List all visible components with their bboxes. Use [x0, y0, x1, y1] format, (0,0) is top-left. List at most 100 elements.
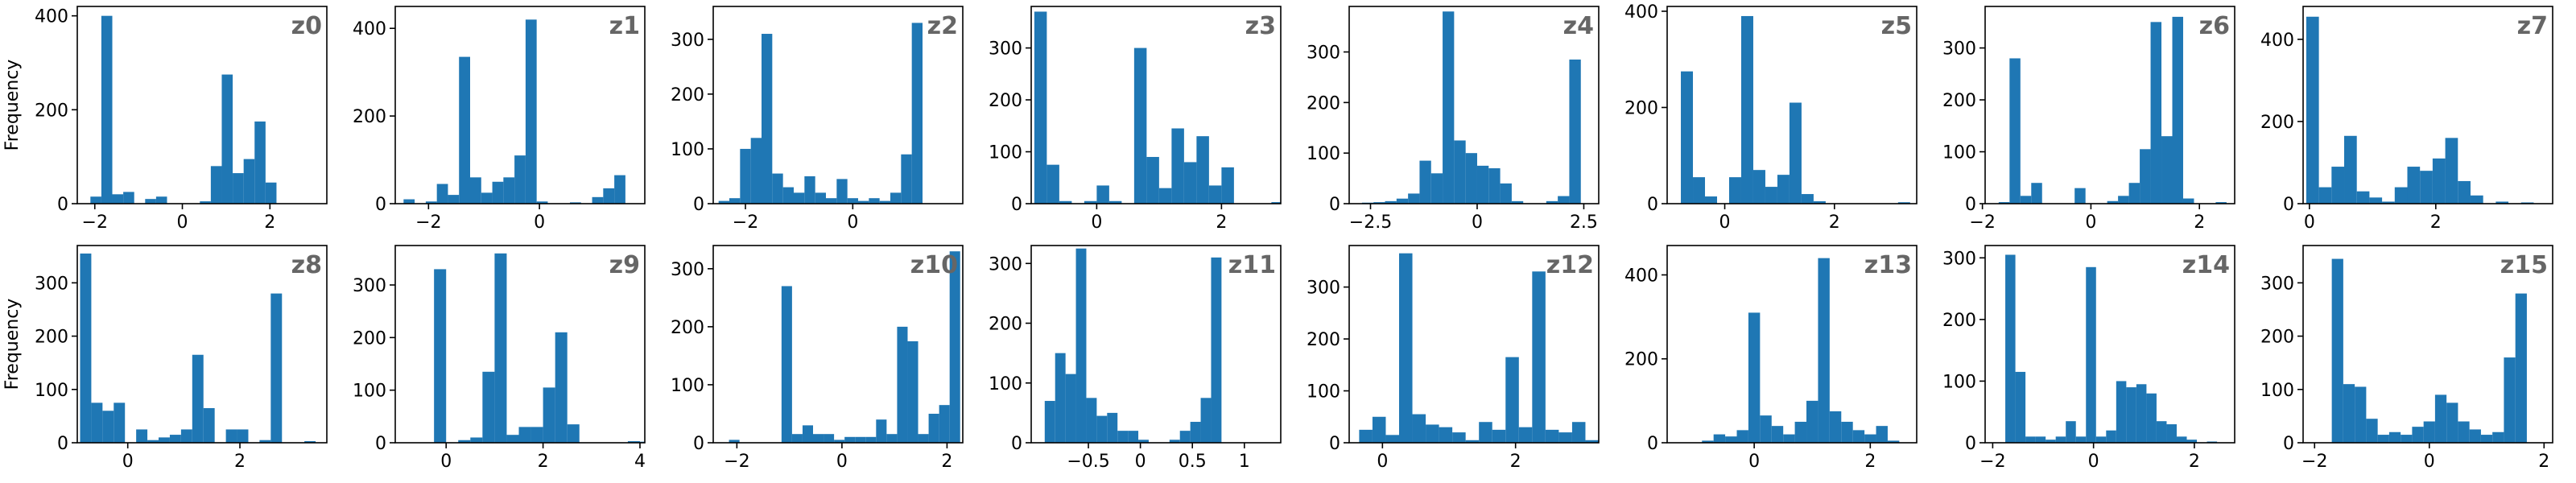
y-tick-label: 100 — [35, 381, 68, 401]
x-tick-label: −2 — [2301, 452, 2327, 472]
histogram-bar — [2025, 436, 2036, 443]
x-tick-label: −2 — [1969, 213, 1995, 233]
x-tick-label: 1 — [1239, 452, 1250, 472]
axes-frame — [76, 6, 328, 204]
histogram-bar — [1408, 193, 1420, 204]
x-tick-label: 2 — [264, 213, 275, 233]
histogram-bar — [1385, 435, 1399, 443]
y-tick-label: 200 — [2260, 328, 2294, 348]
y-tick-label: 0 — [1647, 195, 1658, 215]
histogram-panel-z5: 0 200 400 0 2 z5 — [1624, 2, 1918, 233]
x-tick-label: 2 — [2194, 213, 2205, 233]
y-tick-label: 300 — [35, 274, 68, 294]
axes-frame — [712, 245, 964, 444]
panel-title: z12 — [1546, 251, 1594, 279]
y-tick-label: 200 — [989, 315, 1022, 335]
histogram-bar — [1171, 128, 1184, 204]
histogram-panel-z4: 0 100 200 300 −2.5 0 2.5 z4 — [1307, 6, 1600, 233]
y-tick-label: 0 — [375, 434, 386, 454]
histogram-bar — [2401, 435, 2413, 443]
histogram-bar — [939, 405, 950, 443]
histogram-bar — [90, 196, 101, 204]
x-tick-label: 2 — [1829, 213, 1840, 233]
y-tick-label: 300 — [671, 260, 704, 280]
histogram-bar — [1128, 431, 1139, 443]
x-tick-label: 0 — [2304, 213, 2315, 233]
axes-frame — [1030, 6, 1282, 204]
histogram-bar — [2126, 387, 2136, 443]
y-tick-label: 0 — [375, 195, 386, 215]
histogram-bar — [2377, 435, 2389, 443]
histogram-bar — [1783, 434, 1795, 443]
histogram-bar — [1794, 421, 1807, 443]
y-tick-label: 200 — [1942, 91, 1976, 111]
histogram-panel-z10: 0 100 200 300 −2 0 2 z10 — [671, 245, 964, 472]
histogram-bar — [2369, 197, 2383, 204]
histogram-bar — [1728, 177, 1741, 204]
histogram-bar — [1736, 430, 1748, 443]
histogram-bar — [2432, 158, 2446, 204]
x-tick-label: 0 — [177, 213, 188, 233]
histogram-bar — [2182, 198, 2194, 204]
histogram-bar — [836, 179, 848, 204]
y-tick-label: 200 — [35, 328, 68, 348]
x-tick-label: −2 — [415, 213, 441, 233]
histogram-bar — [2095, 436, 2107, 443]
axes-frame — [1666, 245, 1918, 444]
y-tick-label: 100 — [989, 143, 1022, 163]
y-tick-label: 100 — [671, 140, 704, 160]
histogram-bar — [155, 196, 167, 204]
y-tick-label: 200 — [1624, 98, 1658, 118]
histogram-bar — [1546, 200, 1558, 204]
histogram-bar — [1138, 440, 1149, 443]
histogram-bar — [2161, 136, 2173, 204]
histogram-bar — [1760, 415, 1772, 443]
histogram-bar — [225, 429, 237, 443]
histogram-bar — [2086, 266, 2096, 443]
histogram-bar — [2382, 201, 2395, 204]
histogram-bar — [603, 188, 615, 204]
histogram-bar — [772, 173, 783, 204]
panel-title: z7 — [2517, 12, 2548, 40]
y-tick-label: 0 — [1965, 434, 1976, 454]
histogram-panel-z0: 0 200 400 −2 0 2 z0 Frequency — [2, 6, 328, 233]
panel-title: z9 — [609, 251, 640, 279]
histogram-bar — [1086, 398, 1097, 443]
histogram-bar — [1693, 177, 1706, 204]
histogram-bar — [470, 437, 483, 443]
histogram-bar — [2388, 431, 2401, 443]
y-tick-label: 300 — [1942, 249, 1976, 269]
histogram-bar — [470, 177, 481, 204]
panel-title: z14 — [2182, 251, 2230, 279]
y-tick-label: 200 — [671, 85, 704, 105]
histogram-bar — [627, 441, 640, 443]
histogram-bar — [890, 192, 902, 204]
y-tick-label: 200 — [2260, 113, 2294, 133]
histogram-bar — [1998, 202, 2010, 204]
histogram-bar — [858, 200, 869, 204]
histogram-panel-z12: 0 100 200 300 0 2 z12 — [1307, 245, 1600, 472]
histogram-bar — [145, 199, 156, 204]
y-tick-label: 400 — [2260, 31, 2294, 51]
histogram-bar — [1075, 248, 1087, 443]
panel-title: z13 — [1864, 251, 1912, 279]
x-tick-label: 2 — [538, 452, 549, 472]
histogram-bar — [101, 15, 113, 204]
histogram-bar — [2020, 196, 2032, 204]
histogram-bar — [2446, 402, 2458, 443]
histogram-bar — [2407, 167, 2421, 204]
x-tick-label: 2 — [1864, 452, 1876, 472]
histogram-bar — [781, 286, 792, 443]
histogram-panel-z3: 0 100 200 300 0 2 z3 — [989, 6, 1282, 233]
histogram-bar — [114, 402, 126, 443]
histogram-bar — [459, 56, 470, 204]
y-axis-label: Frequency — [2, 60, 23, 151]
x-tick-label: 0 — [534, 213, 545, 233]
histogram-bar — [844, 436, 856, 443]
axes-frame — [1666, 6, 1918, 204]
axes-frame — [2302, 245, 2553, 444]
x-tick-label: 0 — [440, 452, 452, 472]
histogram-bar — [1065, 374, 1076, 443]
histogram-bar — [592, 196, 604, 204]
